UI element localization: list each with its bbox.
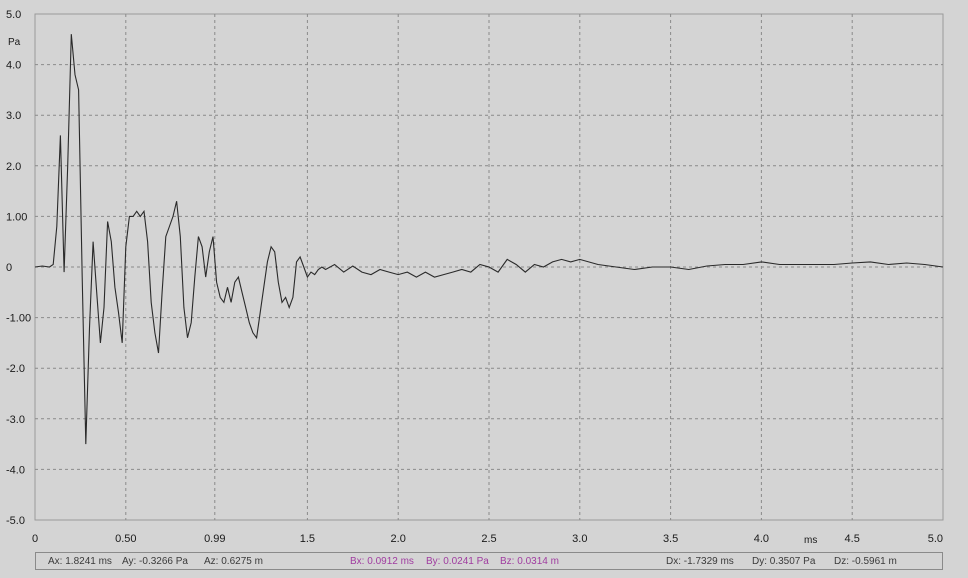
x-tick-label: 3.5 bbox=[663, 533, 678, 545]
y-tick-label: 4.0 bbox=[6, 60, 21, 72]
x-tick-label: 4.5 bbox=[845, 533, 860, 545]
y-tick-label: 5.0 bbox=[6, 9, 21, 21]
y-tick-label: 3.0 bbox=[6, 110, 21, 122]
x-unit-label: ms bbox=[804, 535, 817, 546]
cursor-b-x: Bx: 0.0912 ms bbox=[350, 556, 414, 567]
y-tick-label: -4.0 bbox=[6, 464, 25, 476]
cursor-d-x: Dx: -1.7329 ms bbox=[666, 556, 734, 567]
grid-lines bbox=[35, 14, 943, 520]
cursor-d-z: Dz: -0.5961 m bbox=[834, 556, 897, 567]
x-tick-label: 0.50 bbox=[115, 533, 136, 545]
x-tick-label: 0 bbox=[32, 533, 38, 545]
x-tick-label: 4.0 bbox=[754, 533, 769, 545]
x-tick-label: 2.5 bbox=[481, 533, 496, 545]
cursor-readout-bar: Ax: 1.8241 ms Ay: -0.3266 Pa Az: 0.6275 … bbox=[35, 552, 943, 570]
y-tick-label: 2.0 bbox=[6, 161, 21, 173]
series-line bbox=[34, 34, 944, 445]
y-axis-ticks: 5.0 4.0 3.0 2.0 1.00 0 -1.00 -2.0 -3.0 -4.0 -5.0 bbox=[6, 9, 31, 527]
cursor-a-z: Az: 0.6275 m bbox=[204, 556, 263, 567]
y-tick-label: -1.00 bbox=[6, 313, 31, 325]
y-tick-label: -5.0 bbox=[6, 515, 25, 527]
x-tick-label: 0.99 bbox=[204, 533, 225, 545]
y-unit-label: Pa bbox=[8, 37, 21, 48]
cursor-b-y: By: 0.0241 Pa bbox=[426, 556, 489, 567]
cursor-a-x: Ax: 1.8241 ms bbox=[48, 556, 112, 567]
x-axis-ticks: 0 0.50 0.99 1.5 2.0 2.5 3.0 3.5 4.0 4.5 5.0 bbox=[32, 533, 943, 545]
x-tick-label: 5.0 bbox=[928, 533, 943, 545]
y-tick-label: 0 bbox=[6, 262, 12, 274]
x-tick-label: 2.0 bbox=[391, 533, 406, 545]
cursor-a-y: Ay: -0.3266 Pa bbox=[122, 556, 188, 567]
cursor-d-y: Dy: 0.3507 Pa bbox=[752, 556, 816, 567]
x-tick-label: 3.0 bbox=[572, 533, 587, 545]
y-tick-label: 1.00 bbox=[6, 211, 27, 223]
x-tick-label: 1.5 bbox=[300, 533, 315, 545]
y-tick-label: -3.0 bbox=[6, 414, 25, 426]
cursor-b-z: Bz: 0.0314 m bbox=[500, 556, 559, 567]
y-tick-label: -2.0 bbox=[6, 363, 25, 375]
